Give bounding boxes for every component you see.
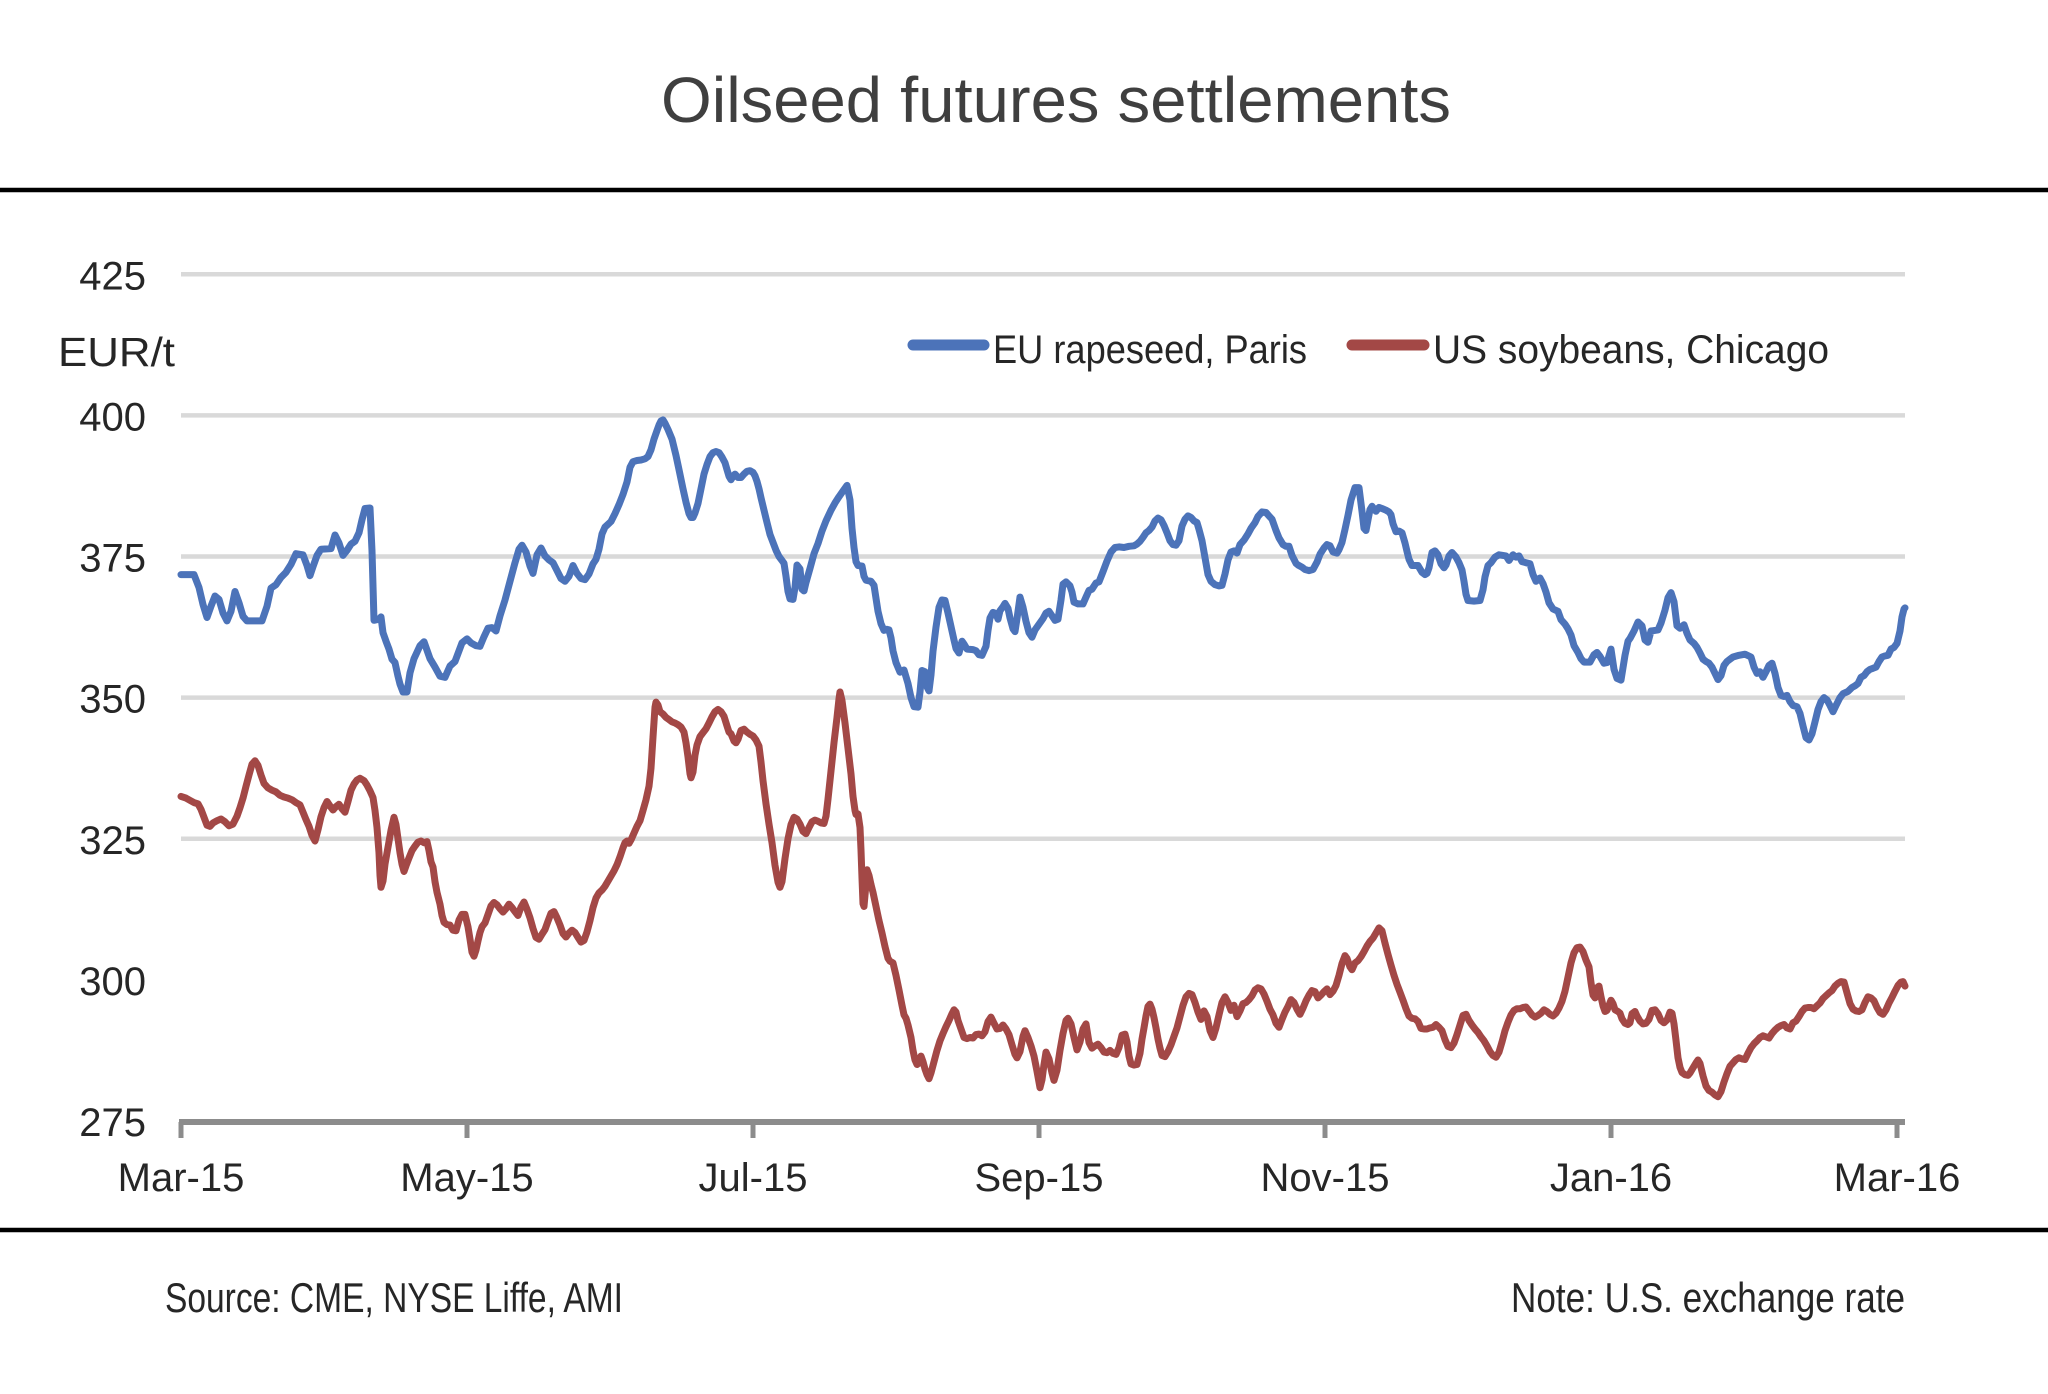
- svg-text:US soybeans, Chicago: US soybeans, Chicago: [1433, 328, 1829, 372]
- svg-text:Jul-15: Jul-15: [699, 1156, 808, 1200]
- svg-text:Source: CME, NYSE Liffe, AMI: Source: CME, NYSE Liffe, AMI: [165, 1274, 623, 1321]
- svg-text:Nov-15: Nov-15: [1261, 1156, 1390, 1200]
- svg-text:400: 400: [79, 395, 146, 439]
- svg-text:Jan-16: Jan-16: [1550, 1156, 1672, 1200]
- svg-text:Mar-15: Mar-15: [118, 1156, 245, 1200]
- svg-text:EU rapeseed, Paris: EU rapeseed, Paris: [993, 328, 1307, 372]
- svg-text:Mar-16: Mar-16: [1834, 1156, 1961, 1200]
- svg-text:350: 350: [79, 678, 146, 722]
- svg-text:Oilseed futures settlements: Oilseed futures settlements: [661, 64, 1451, 136]
- svg-text:Sep-15: Sep-15: [975, 1156, 1104, 1200]
- svg-text:275: 275: [79, 1101, 146, 1145]
- svg-text:375: 375: [79, 537, 146, 581]
- svg-text:300: 300: [79, 960, 146, 1004]
- svg-text:May-15: May-15: [400, 1156, 533, 1200]
- svg-text:Note: U.S. exchange rate: Note: U.S. exchange rate: [1511, 1274, 1905, 1321]
- svg-text:EUR/t: EUR/t: [58, 329, 176, 375]
- svg-text:325: 325: [79, 819, 146, 863]
- svg-text:425: 425: [79, 254, 146, 298]
